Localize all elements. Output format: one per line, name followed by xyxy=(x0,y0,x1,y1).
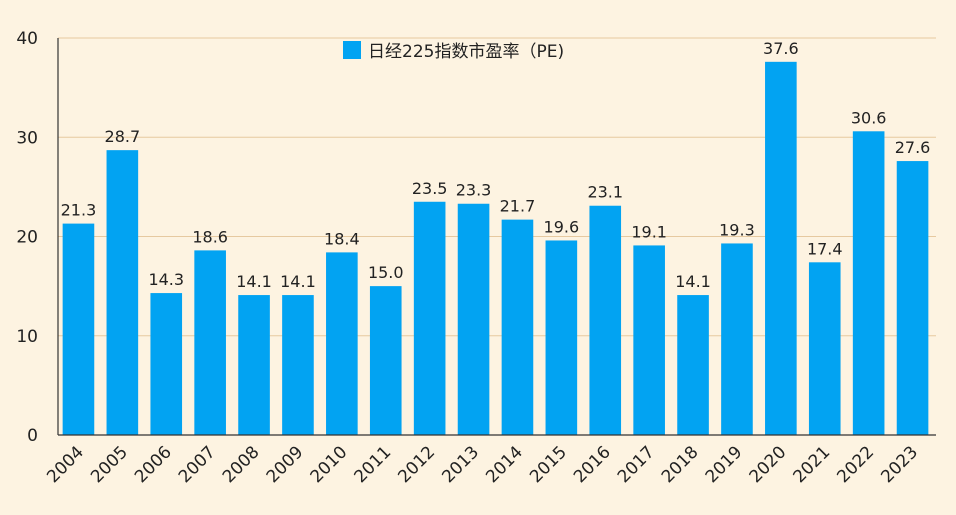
bar-2023 xyxy=(896,161,929,435)
bar-2022 xyxy=(852,131,885,436)
bar-2005 xyxy=(106,150,139,435)
bar-2007 xyxy=(194,250,226,435)
x-tick-label-2022: 2022 xyxy=(833,442,878,487)
y-tick-label: 30 xyxy=(16,128,38,148)
x-tick-label-2013: 2013 xyxy=(438,442,483,487)
legend-swatch xyxy=(343,41,361,59)
bar-2011 xyxy=(369,286,402,435)
grid-lines xyxy=(58,37,936,337)
y-tick-label: 10 xyxy=(16,327,38,347)
data-label-2009: 14.1 xyxy=(280,272,316,291)
x-tick-label-2010: 2010 xyxy=(307,442,352,487)
data-label-2006: 14.3 xyxy=(148,270,184,289)
legend: 日经225指数市盈率（PE) xyxy=(343,41,564,62)
bar-2021 xyxy=(808,262,841,435)
data-label-2008: 14.1 xyxy=(236,272,272,291)
data-label-2004: 21.3 xyxy=(61,201,97,220)
legend-label: 日经225指数市盈率（PE) xyxy=(368,42,564,62)
data-label-2016: 23.1 xyxy=(587,183,623,202)
data-label-2014: 21.7 xyxy=(500,197,536,216)
x-tick-label-2005: 2005 xyxy=(87,442,132,487)
x-tick-label-2023: 2023 xyxy=(877,442,922,487)
data-label-2015: 19.6 xyxy=(544,217,580,236)
x-tick-label-2019: 2019 xyxy=(702,442,747,487)
bar-2016 xyxy=(589,205,622,435)
data-label-2017: 19.1 xyxy=(631,222,667,241)
y-tick-label: 40 xyxy=(16,29,38,49)
x-tick-label-2017: 2017 xyxy=(614,442,659,487)
x-tick-label-2021: 2021 xyxy=(790,442,835,487)
x-tick-label-2011: 2011 xyxy=(351,442,396,487)
bar-2010 xyxy=(326,252,358,435)
bar-2008 xyxy=(238,295,270,435)
x-tick-label-2008: 2008 xyxy=(219,442,264,487)
x-tick-label-2020: 2020 xyxy=(746,442,791,487)
data-label-2020: 37.6 xyxy=(763,39,799,58)
y-tick-label: 20 xyxy=(16,228,38,248)
x-tick-label-2014: 2014 xyxy=(482,442,527,487)
bar-2018 xyxy=(677,295,709,435)
data-label-2005: 28.7 xyxy=(105,127,141,146)
x-tick-label-2012: 2012 xyxy=(394,442,439,487)
data-label-2013: 23.3 xyxy=(456,181,492,200)
axes xyxy=(57,38,936,436)
data-label-2021: 17.4 xyxy=(807,239,843,258)
data-label-2012: 23.5 xyxy=(412,179,448,198)
data-label-2007: 18.6 xyxy=(192,227,228,246)
bar-2020 xyxy=(765,61,797,435)
bar-2012 xyxy=(413,201,446,435)
data-label-2011: 15.0 xyxy=(368,263,404,282)
bar-2006 xyxy=(150,293,183,435)
data-label-2022: 30.6 xyxy=(851,108,887,127)
data-label-2019: 19.3 xyxy=(719,220,755,239)
bar-2019 xyxy=(721,243,753,435)
x-tick-label-2004: 2004 xyxy=(43,442,88,487)
x-tick-label-2006: 2006 xyxy=(131,442,176,487)
bar-2009 xyxy=(282,295,314,435)
x-tick-label-2007: 2007 xyxy=(175,442,220,487)
bar-2013 xyxy=(457,203,490,435)
bars xyxy=(62,61,929,436)
x-tick-label-2009: 2009 xyxy=(263,442,308,487)
data-label-2023: 27.6 xyxy=(895,138,931,157)
x-tick-label-2015: 2015 xyxy=(526,442,571,487)
bar-2004 xyxy=(62,223,95,435)
y-tick-label: 0 xyxy=(27,426,38,446)
bar-2015 xyxy=(545,240,578,435)
bar-2017 xyxy=(633,245,665,435)
data-labels: 21.3 28.7 14.3 18.6 14.1 14.1 18.4 15.0 23.5 23.3… xyxy=(61,39,931,291)
x-tick-label-2016: 2016 xyxy=(570,442,615,487)
data-label-2018: 14.1 xyxy=(675,272,711,291)
data-label-2010: 18.4 xyxy=(324,229,360,248)
x-tick-label-2018: 2018 xyxy=(658,442,703,487)
bar-2014 xyxy=(501,219,534,435)
